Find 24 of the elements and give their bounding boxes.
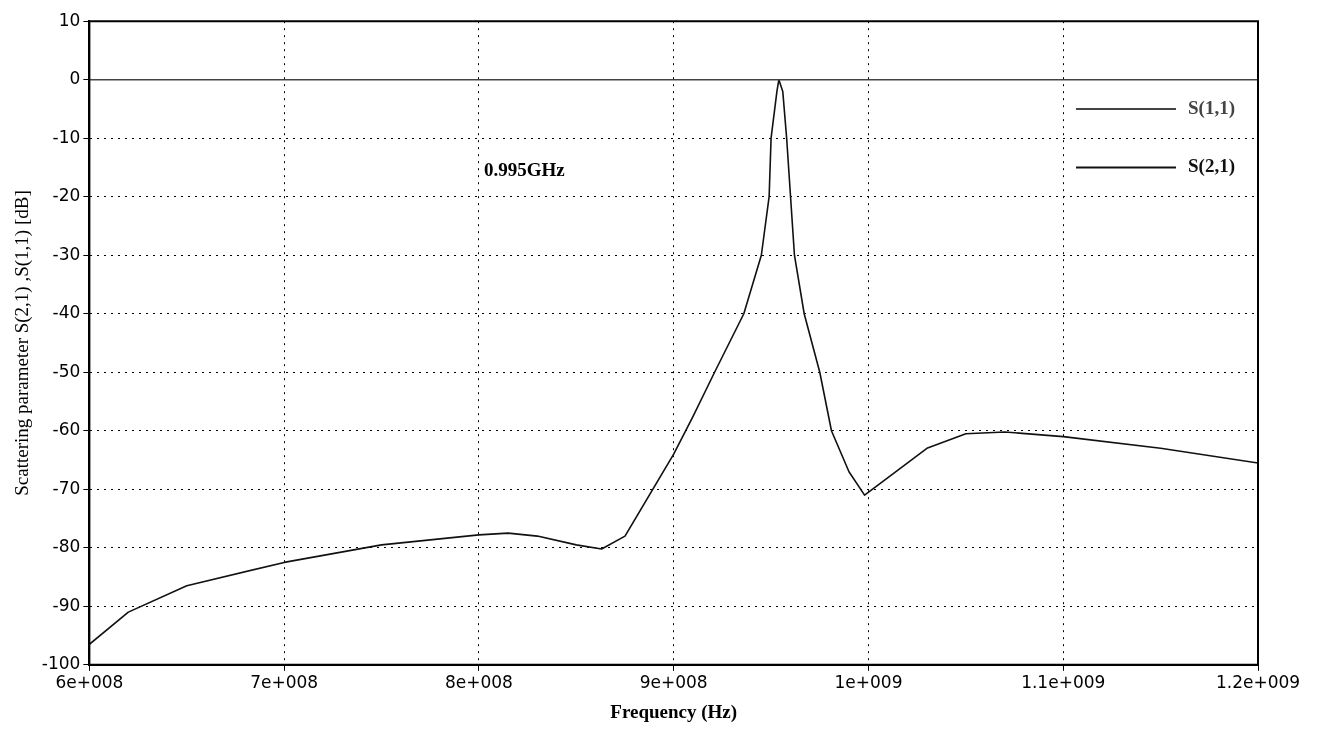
y-tick-label: -20 [52, 185, 81, 206]
x-tick-label: 6e+008 [55, 672, 124, 693]
y-tick-label: -90 [52, 594, 81, 615]
y-tick-label: -40 [52, 302, 81, 323]
y-tick-label: -100 [41, 653, 81, 674]
annotation: 0.995GHz [483, 159, 566, 181]
x-tick-label: 1e+009 [834, 672, 903, 693]
x-tick-label: 9e+008 [639, 672, 708, 693]
x-tick-label: 7e+008 [250, 672, 319, 693]
x-axis-title: Frequency (Hz) [610, 700, 738, 723]
text: S(2,1) [1188, 155, 1236, 178]
x-tick-label: 8e+008 [444, 672, 513, 693]
y-tick-label: -50 [52, 360, 81, 381]
y-axis-title: Scattering parameter S(2,1) ,S(1,1) [dB] [11, 190, 34, 496]
y-tick-label: -60 [52, 419, 81, 440]
x-tick-label: 1.1e+009 [1021, 672, 1106, 693]
y-tick-label: 10 [58, 9, 81, 30]
y-tick-label: -10 [52, 126, 81, 147]
series-label: S(1,1) [1188, 96, 1236, 119]
y-tick-label: -80 [52, 536, 81, 557]
x-tick-label: 1.2e+009 [1215, 672, 1301, 693]
y-tick-label: -70 [52, 477, 81, 498]
y-tick-label: 0 [69, 68, 81, 89]
y-tick-label: -30 [52, 243, 81, 264]
